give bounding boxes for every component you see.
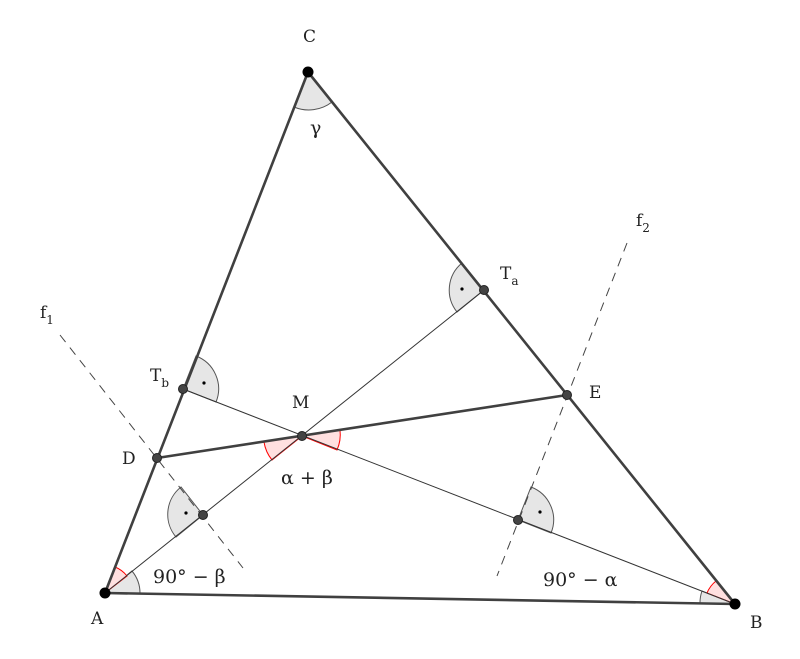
label-angle-b: 90° − α [543,569,618,591]
point-b[interactable] [729,598,741,610]
point-c[interactable] [302,66,314,78]
label-d: D [122,449,136,469]
label-m: M [292,393,309,413]
angle-markers [103,71,737,606]
label-angle-gamma: γ [310,117,321,139]
label-f1: f1 [40,303,54,327]
points [99,66,741,610]
side-ab [103,591,737,606]
label-a: A [90,609,104,629]
right-angle-dot [184,511,188,515]
point-tb[interactable] [178,384,188,394]
right-angle-dot [538,510,542,514]
label-angle-a: 90° − β [153,566,226,588]
point-a[interactable] [99,587,111,599]
label-ta: Ta [500,264,519,288]
label-f2: f2 [636,211,650,235]
line-f1 [59,334,244,569]
altitude-a-ta [104,289,485,594]
right-angle-ta [448,262,485,313]
label-tb: Tb [150,366,169,390]
side-bc [306,70,737,606]
label-angle-m: α + β [281,467,333,489]
side-ca [103,70,310,595]
label-e: E [589,383,601,403]
point-ta[interactable] [479,285,489,295]
point-f2-foot[interactable] [513,515,523,525]
altitude-b-tb [182,388,736,605]
line-f2 [496,242,628,577]
label-c: C [303,27,316,47]
segment-de [155,393,569,460]
point-m[interactable] [297,431,307,441]
point-e[interactable] [562,390,572,400]
label-b: B [750,613,763,633]
point-f1-foot[interactable] [198,510,208,520]
point-d[interactable] [152,453,162,463]
right-angle-dot [202,381,206,385]
right-angle-dot [460,287,464,291]
